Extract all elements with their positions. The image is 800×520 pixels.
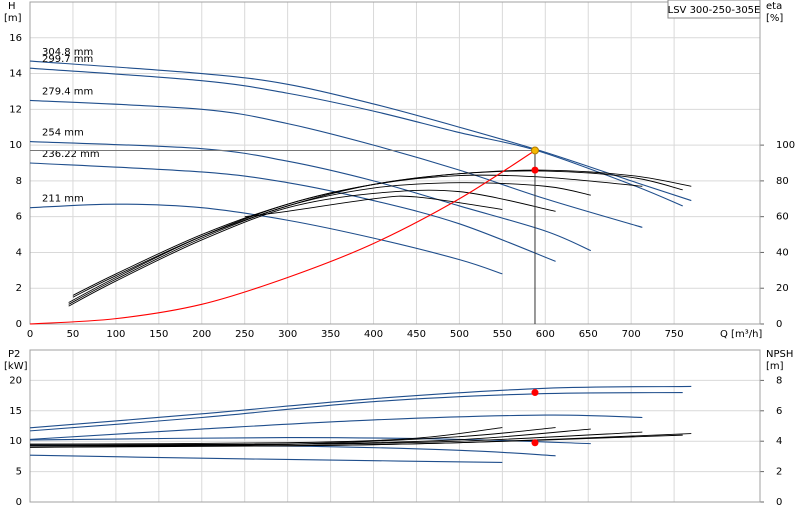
- y-tick-label: 6: [16, 212, 22, 223]
- series-line: [29, 150, 536, 325]
- y-tick-label: 10: [9, 436, 22, 447]
- y-tick-label: 5: [16, 467, 22, 478]
- series-line: [68, 174, 643, 303]
- y-axis-label: [m]: [4, 13, 22, 24]
- curve-label: 304.8 mm: [42, 47, 93, 58]
- y2-tick-label: 60: [776, 212, 789, 223]
- x-tick-label: 600: [536, 329, 555, 340]
- y2-tick-label: 20: [776, 283, 789, 294]
- series-line: [29, 454, 503, 464]
- y-tick-label: 12: [9, 104, 22, 115]
- title-box: [667, 0, 761, 19]
- plot-area: [30, 350, 760, 502]
- y2-tick-label: 4: [776, 436, 782, 447]
- curve-label: 236.22 mm: [42, 149, 100, 160]
- x-tick-label: 450: [407, 329, 426, 340]
- series-line: [29, 203, 503, 275]
- x-tick-label: 400: [364, 329, 383, 340]
- series-line: [68, 189, 556, 307]
- y2-tick-label: 2: [776, 467, 782, 478]
- y-tick-label: 15: [9, 406, 22, 417]
- y-tick-label: 0: [16, 319, 22, 330]
- series-line: [29, 60, 692, 202]
- y2-axis-label: [%]: [766, 13, 783, 24]
- y2-tick-label: 100: [776, 140, 795, 151]
- y-axis-label: H: [8, 1, 16, 12]
- curve-label: 211 mm: [42, 194, 84, 205]
- y2-axis-label: [m]: [766, 361, 784, 372]
- x-tick-label: 300: [278, 329, 297, 340]
- series-line: [29, 162, 556, 262]
- x-tick-label: 200: [192, 329, 211, 340]
- operating-point: [530, 146, 539, 155]
- x-tick-label: 100: [106, 329, 125, 340]
- x-axis-label: Q [m³/h]: [720, 329, 762, 340]
- operating-point: [531, 389, 539, 397]
- y2-tick-label: 80: [776, 176, 789, 187]
- operating-point: [531, 439, 539, 447]
- series-line: [29, 99, 643, 228]
- y2-tick-label: 6: [776, 406, 782, 417]
- curve-label: 254 mm: [42, 128, 84, 139]
- curve-label: 299.7 mm: [42, 54, 93, 65]
- y-tick-label: 4: [16, 247, 22, 258]
- x-tick-label: 700: [622, 329, 641, 340]
- operating-point: [531, 166, 539, 174]
- chart-title: LSV 300-250-305E: [668, 5, 761, 16]
- x-tick-label: 650: [579, 329, 598, 340]
- y-axis-label: [kW]: [4, 361, 28, 372]
- y-tick-label: 10: [9, 140, 22, 151]
- series-line: [29, 140, 592, 252]
- y2-axis-label: NPSH: [766, 349, 793, 360]
- x-tick-label: 350: [321, 329, 340, 340]
- series-line: [29, 428, 591, 447]
- series-line: [29, 431, 643, 445]
- series-line: [244, 195, 503, 218]
- y-axis-label: P2: [8, 349, 20, 360]
- curve-label: 279.4 mm: [42, 86, 93, 97]
- plot-area: [30, 2, 760, 324]
- y-tick-label: 14: [9, 69, 22, 80]
- y-tick-label: 8: [16, 176, 22, 187]
- y-tick-label: 20: [9, 375, 22, 386]
- y-tick-label: 16: [9, 33, 22, 44]
- y2-tick-label: 0: [776, 497, 782, 508]
- y2-axis-label: eta: [766, 1, 782, 12]
- y2-tick-label: 40: [776, 247, 789, 258]
- y-tick-label: 2: [16, 283, 22, 294]
- x-tick-label: 250: [235, 329, 254, 340]
- x-tick-label: 750: [665, 329, 684, 340]
- y2-tick-label: 8: [776, 375, 782, 386]
- x-tick-label: 50: [67, 329, 80, 340]
- series-line: [29, 427, 503, 445]
- plot-frame: [29, 349, 761, 503]
- x-tick-label: 0: [27, 329, 33, 340]
- series-line: [29, 392, 683, 432]
- x-tick-label: 150: [149, 329, 168, 340]
- y-tick-label: 0: [16, 497, 22, 508]
- series-line: [29, 385, 692, 429]
- y2-tick-label: 0: [776, 319, 782, 330]
- x-tick-label: 500: [450, 329, 469, 340]
- x-tick-label: 550: [493, 329, 512, 340]
- series-line: [29, 414, 643, 440]
- series-line: [68, 182, 591, 305]
- series-line: [29, 427, 556, 448]
